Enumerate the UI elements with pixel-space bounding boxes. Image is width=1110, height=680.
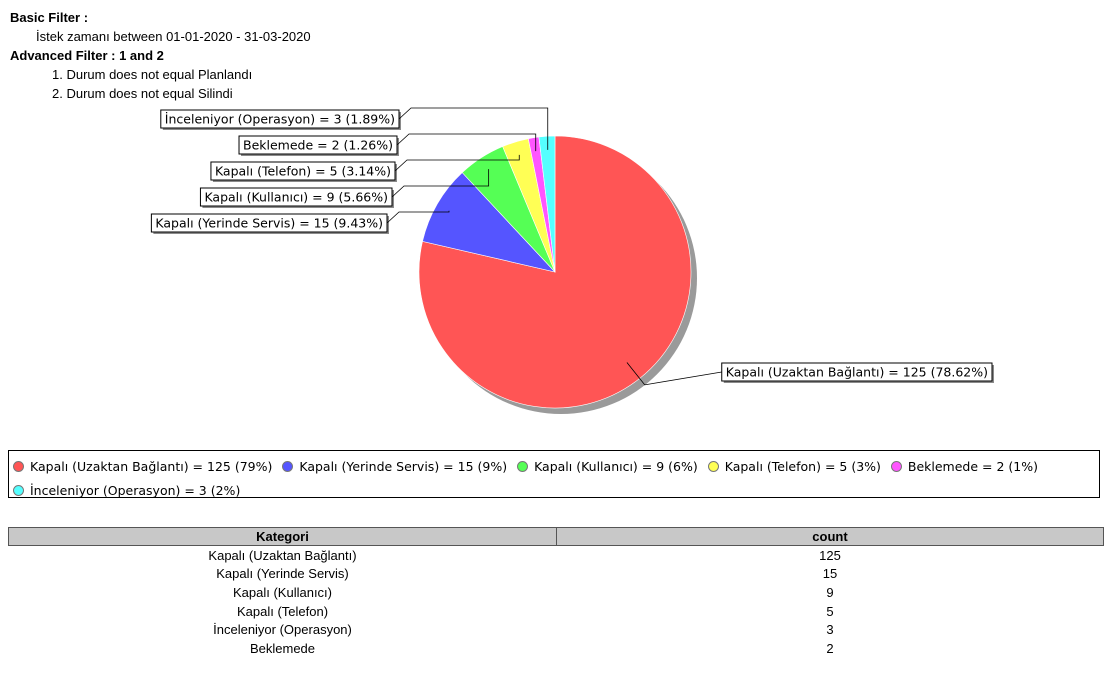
- table-row: Kapalı (Yerinde Servis) 15: [9, 565, 1104, 584]
- legend-swatch-icon: [707, 461, 719, 472]
- cell-count: 3: [826, 622, 834, 638]
- leader-line: [626, 362, 722, 386]
- legend-swatch-icon: [13, 485, 24, 496]
- cell-count: 5: [826, 603, 834, 619]
- legend-label: Kapalı (Telefon) = 5 (3%): [724, 459, 881, 474]
- legend-item: İnceleniyor (Operasyon) = 3 (2%): [13, 479, 240, 502]
- advanced-filter-condition-2: 2. Durum does not equal Silindi: [52, 86, 233, 101]
- slice-label: İnceleniyor (Operasyon) = 3 (1.89%): [165, 112, 395, 127]
- basic-filter-label: Basic Filter :: [10, 10, 89, 25]
- cell-kategori: Beklemede: [249, 640, 316, 656]
- chart-legend: Kapalı (Uzaktan Bağlantı) = 125 (79%) Ka…: [8, 450, 1100, 498]
- legend-label: Beklemede = 2 (1%): [907, 459, 1038, 474]
- leader-line: [391, 169, 490, 198]
- data-table: Kategori count Kapalı (Uzaktan Bağlantı)…: [8, 527, 1104, 658]
- cell-count: 9: [826, 584, 834, 600]
- advanced-filter-label: Advanced Filter : 1 and 2: [10, 48, 164, 63]
- slice-label: Kapalı (Telefon) = 5 (3.14%): [215, 164, 391, 179]
- slice-label: Beklemede = 2 (1.26%): [243, 138, 393, 153]
- legend-swatch-icon: [517, 461, 529, 472]
- table-row: Kapalı (Uzaktan Bağlantı) 125: [9, 546, 1104, 565]
- legend-label: Kapalı (Yerinde Servis) = 15 (9%): [299, 459, 508, 474]
- table-row: İnceleniyor (Operasyon) 3: [9, 620, 1104, 639]
- legend-item: Kapalı (Uzaktan Bağlantı) = 125 (79%): [13, 455, 272, 478]
- slice-label: Kapalı (Kullanıcı) = 9 (5.66%): [204, 190, 388, 205]
- legend-swatch-icon: [13, 461, 24, 472]
- cell-kategori: Kapalı (Kullanıcı): [233, 584, 332, 600]
- legend-item: Kapalı (Yerinde Servis) = 15 (9%): [282, 455, 507, 478]
- pie-chart: Kapalı (Uzaktan Bağlantı) = 125 (78.62%)…: [150, 107, 994, 414]
- column-header-kategori: Kategori: [8, 527, 557, 546]
- leader-line: [396, 133, 537, 152]
- legend-item: Kapalı (Kullanıcı) = 9 (6%): [517, 455, 698, 478]
- leader-line: [398, 107, 549, 150]
- table-row: Beklemede 2: [9, 639, 1104, 658]
- pie-slice: [538, 135, 556, 273]
- slice-label: Kapalı (Yerinde Servis) = 15 (9.43%): [155, 216, 383, 231]
- table-row: Kapalı (Telefon) 5: [9, 602, 1104, 621]
- cell-kategori: İnceleniyor (Operasyon): [213, 622, 352, 638]
- legend-label: İnceleniyor (Operasyon) = 3 (2%): [30, 483, 241, 498]
- cell-count: 2: [826, 640, 834, 656]
- table-header-row: Kategori count: [8, 527, 1104, 546]
- advanced-filter-condition-1: 1. Durum does not equal Planlandı: [52, 67, 253, 82]
- pie-slice: [422, 172, 556, 273]
- legend-label: Kapalı (Kullanıcı) = 9 (6%): [534, 459, 698, 474]
- table-row: Kapalı (Kullanıcı) 9: [9, 583, 1104, 602]
- cell-count: 125: [819, 547, 841, 563]
- legend-swatch-icon: [890, 461, 902, 472]
- basic-filter-condition: İstek zamanı between 01-01-2020 - 31-03-…: [36, 29, 311, 44]
- column-header-count: count: [556, 527, 1104, 546]
- slice-label: Kapalı (Uzaktan Bağlantı) = 125 (78.62%): [726, 365, 988, 380]
- leader-line: [394, 154, 520, 172]
- cell-kategori: Kapalı (Yerinde Servis): [216, 566, 349, 582]
- legend-item: Beklemede = 2 (1%): [890, 455, 1038, 478]
- legend-item: Kapalı (Telefon) = 5 (3%): [707, 455, 881, 478]
- legend-label: Kapalı (Uzaktan Bağlantı) = 125 (79%): [30, 459, 273, 474]
- cell-kategori: Kapalı (Telefon): [236, 603, 329, 619]
- cell-kategori: Kapalı (Uzaktan Bağlantı): [208, 547, 357, 563]
- cell-count: 15: [822, 566, 838, 582]
- legend-swatch-icon: [282, 461, 294, 472]
- leader-line: [386, 210, 450, 224]
- filter-summary: Basic Filter : İstek zamanı between 01-0…: [10, 8, 311, 103]
